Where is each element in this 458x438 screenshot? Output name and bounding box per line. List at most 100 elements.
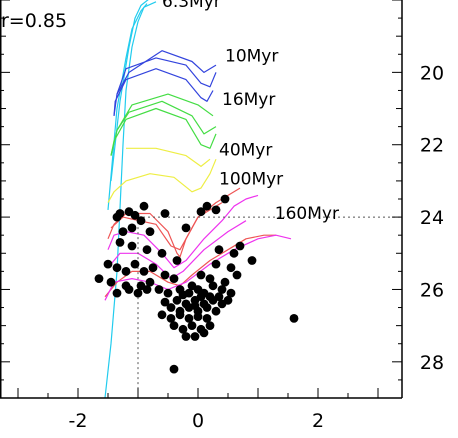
data-point — [160, 209, 170, 218]
data-point — [178, 290, 188, 300]
data-point — [166, 303, 176, 312]
data-point — [223, 295, 233, 305]
isochrone-label: 160Myr — [275, 204, 339, 224]
isochrone-160myr-curve-1 — [104, 234, 292, 301]
isochrone-16myr-curve-0 — [110, 107, 217, 156]
tick-labels: -2 0 2 20 22 24 26 28 — [69, 62, 445, 432]
isochrone-labels: 6.3Myr 10Myr 16Myr 40Myr 100Myr 160Myr — [162, 0, 339, 224]
x-tick-label: -2 — [69, 410, 88, 432]
data-point — [214, 245, 224, 255]
data-point — [106, 277, 116, 287]
y-tick-label: 22 — [420, 135, 444, 157]
data-point — [202, 303, 212, 312]
axes — [0, 0, 403, 399]
data-point — [175, 310, 185, 320]
data-point — [232, 270, 242, 280]
data-point — [157, 310, 167, 320]
data-point — [103, 259, 113, 269]
data-point — [160, 270, 170, 280]
tick-marks — [0, 0, 402, 399]
data-point — [163, 288, 173, 298]
isochrone-label: 16Myr — [222, 90, 275, 110]
data-point — [178, 324, 188, 334]
x-tick-label: 2 — [312, 410, 324, 432]
isochrone-10myr-curve-2 — [116, 50, 217, 95]
isochrone-10myr-curve-0 — [113, 68, 214, 116]
isochrone-63myr-curve-0 — [104, 1, 157, 398]
isochrone-100myr-curve-1 — [110, 187, 241, 251]
data-point — [160, 297, 170, 307]
data-point — [202, 314, 212, 323]
data-point — [190, 301, 200, 311]
isochrone-10myr-curve-1 — [113, 57, 217, 116]
data-point — [184, 314, 194, 323]
correlation-annotation: r=0.85 — [1, 10, 67, 32]
y-tick-label: 26 — [420, 280, 444, 302]
data-point — [196, 292, 206, 302]
data-point — [127, 241, 137, 251]
data-point — [139, 201, 149, 211]
data-point — [181, 223, 191, 233]
data-point — [115, 238, 125, 247]
x-tick-label: 0 — [192, 410, 204, 432]
data-point — [166, 314, 176, 323]
data-point — [205, 321, 215, 330]
data-point — [226, 288, 236, 298]
isochrone-16myr-curve-2 — [116, 93, 214, 131]
data-point — [229, 248, 239, 258]
data-point — [145, 227, 155, 237]
data-points — [94, 194, 299, 374]
data-point — [118, 227, 128, 237]
data-point — [142, 245, 152, 255]
data-point — [199, 328, 209, 338]
reference-lines — [137, 216, 402, 398]
data-point — [142, 285, 152, 294]
data-point — [172, 295, 182, 305]
data-point — [121, 267, 131, 276]
isochrone-label: 100Myr — [219, 170, 283, 190]
data-point — [172, 256, 182, 265]
data-point — [211, 259, 221, 269]
isochrone-63myr-curve-1 — [110, 0, 149, 181]
data-point — [130, 259, 140, 269]
isochrone-63myr-curve-2 — [107, 3, 148, 210]
data-point — [226, 263, 236, 273]
data-point — [247, 256, 257, 265]
isochrone-40myr-curve-0 — [107, 158, 217, 203]
data-point — [181, 332, 191, 341]
data-point — [289, 314, 299, 323]
data-point — [193, 312, 203, 321]
data-point — [139, 267, 149, 276]
data-point — [187, 321, 197, 330]
data-point — [112, 263, 122, 273]
data-point — [214, 292, 224, 302]
data-point — [127, 223, 137, 233]
y-tick-label: 20 — [420, 62, 444, 84]
isochrone-label: 6.3Myr — [162, 0, 221, 12]
data-point — [169, 274, 179, 283]
isochrone-16myr-curve-1 — [110, 100, 217, 156]
data-point — [133, 288, 143, 298]
isochrone-40myr-curve-1 — [126, 147, 211, 167]
data-point — [124, 285, 134, 294]
data-point — [211, 205, 221, 215]
data-point — [220, 277, 230, 287]
data-point — [208, 281, 218, 291]
data-point — [130, 210, 140, 220]
data-point — [157, 248, 167, 258]
y-tick-label: 24 — [420, 207, 444, 229]
data-point — [196, 207, 206, 217]
data-point — [112, 212, 122, 222]
isochrone-label: 10Myr — [225, 47, 278, 67]
isochrone-label: 40Myr — [219, 141, 272, 161]
data-point — [202, 201, 212, 211]
data-point — [112, 288, 122, 298]
data-point — [94, 274, 104, 283]
data-point — [211, 306, 221, 316]
data-point — [205, 274, 215, 283]
y-tick-label: 28 — [420, 352, 444, 374]
data-point — [145, 277, 155, 287]
data-point — [205, 292, 215, 302]
data-point — [187, 281, 197, 291]
